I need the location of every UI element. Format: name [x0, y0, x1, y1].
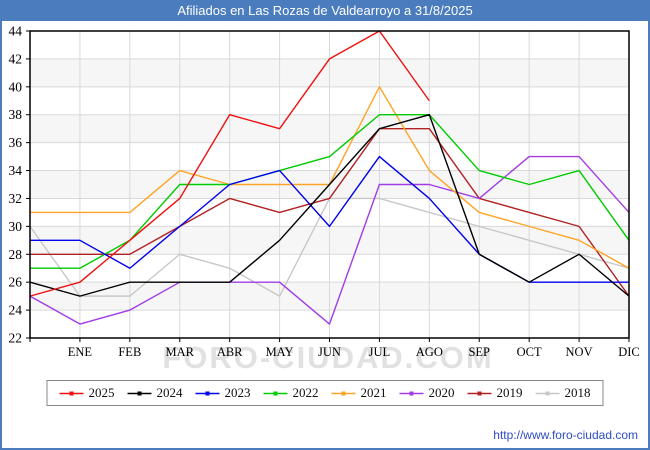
legend-dot	[69, 391, 74, 395]
chart-title: Afiliados en Las Rozas de Valdearroyo a …	[0, 0, 650, 21]
legend-dot	[545, 391, 550, 395]
y-axis-tick-label: 40	[9, 79, 23, 94]
series-line-2020	[29, 155, 630, 325]
y-axis-tick-label: 32	[9, 191, 23, 206]
y-axis-tick-label: 22	[9, 331, 23, 346]
watermark: FORO-CIUDAD.COM	[162, 340, 493, 375]
legend-label: 2022	[292, 385, 319, 400]
y-axis-tick-label: 38	[9, 107, 23, 122]
chart-legend: 2025 2024 2023 2022 2021 2020 2019 2018	[46, 380, 604, 406]
x-axis-month-label: JUL	[369, 345, 391, 359]
y-axis-tick-label: 36	[9, 135, 23, 150]
legend-label: 2019	[496, 385, 523, 400]
legend-item-2018: 2018	[535, 385, 591, 401]
x-axis-month-label: NOV	[566, 345, 593, 359]
x-axis-month-label: ABR	[217, 345, 243, 359]
legend-item-2021: 2021	[331, 385, 387, 401]
legend-dot	[409, 391, 414, 395]
legend-dot	[273, 391, 278, 395]
legend-label: 2024	[156, 385, 183, 400]
legend-label: 2020	[428, 385, 455, 400]
y-axis-tick-label: 24	[9, 303, 23, 318]
legend-dot	[477, 391, 482, 395]
x-axis-month-label: SEP	[468, 345, 490, 359]
y-axis-tick-label: 42	[9, 51, 23, 66]
series-line-2024	[29, 114, 630, 297]
series-line-2025	[29, 30, 430, 297]
legend-item-2019: 2019	[467, 385, 523, 401]
legend-dot	[137, 391, 142, 395]
legend-marker-2023	[195, 391, 220, 395]
y-axis-tick-label: 30	[9, 219, 23, 234]
x-axis-month-label: JUN	[318, 345, 341, 359]
plot-border	[29, 30, 630, 339]
y-axis-tick-label: 44	[9, 24, 23, 39]
y-axis-tick-label: 34	[9, 163, 23, 178]
x-axis-month-label: FEB	[118, 345, 141, 359]
legend-marker-2019	[467, 391, 492, 395]
legend-item-2025: 2025	[59, 385, 115, 401]
legend-marker-2018	[535, 391, 560, 395]
legend-label: 2025	[88, 385, 115, 400]
legend-item-2020: 2020	[399, 385, 455, 401]
foro-ciudad-link[interactable]: http://www.foro-ciudad.com	[493, 428, 638, 442]
series-line-2019	[30, 127, 630, 297]
legend-marker-2020	[399, 391, 424, 395]
x-axis-month-label: DIC	[618, 345, 640, 359]
legend-marker-2025	[59, 391, 84, 395]
legend-marker-2021	[331, 391, 356, 395]
legend-item-2022: 2022	[263, 385, 319, 401]
legend-label: 2018	[564, 385, 591, 400]
legend-dot	[341, 391, 346, 395]
x-axis-month-label: MAY	[266, 345, 294, 359]
x-axis-month-label: ENE	[68, 345, 93, 359]
legend-dot	[205, 391, 210, 395]
legend-label: 2021	[360, 385, 387, 400]
x-axis-month-label: OCT	[517, 345, 542, 359]
legend-marker-2024	[127, 391, 152, 395]
x-axis-month-label: AGO	[416, 345, 443, 359]
legend-item-2024: 2024	[127, 385, 183, 401]
y-axis-tick-label: 26	[9, 275, 23, 290]
y-axis-tick-label: 28	[9, 247, 23, 262]
legend-item-2023: 2023	[195, 385, 251, 401]
x-axis-month-label: MAR	[166, 345, 195, 359]
legend-marker-2022	[263, 391, 288, 395]
legend-label: 2023	[224, 385, 251, 400]
